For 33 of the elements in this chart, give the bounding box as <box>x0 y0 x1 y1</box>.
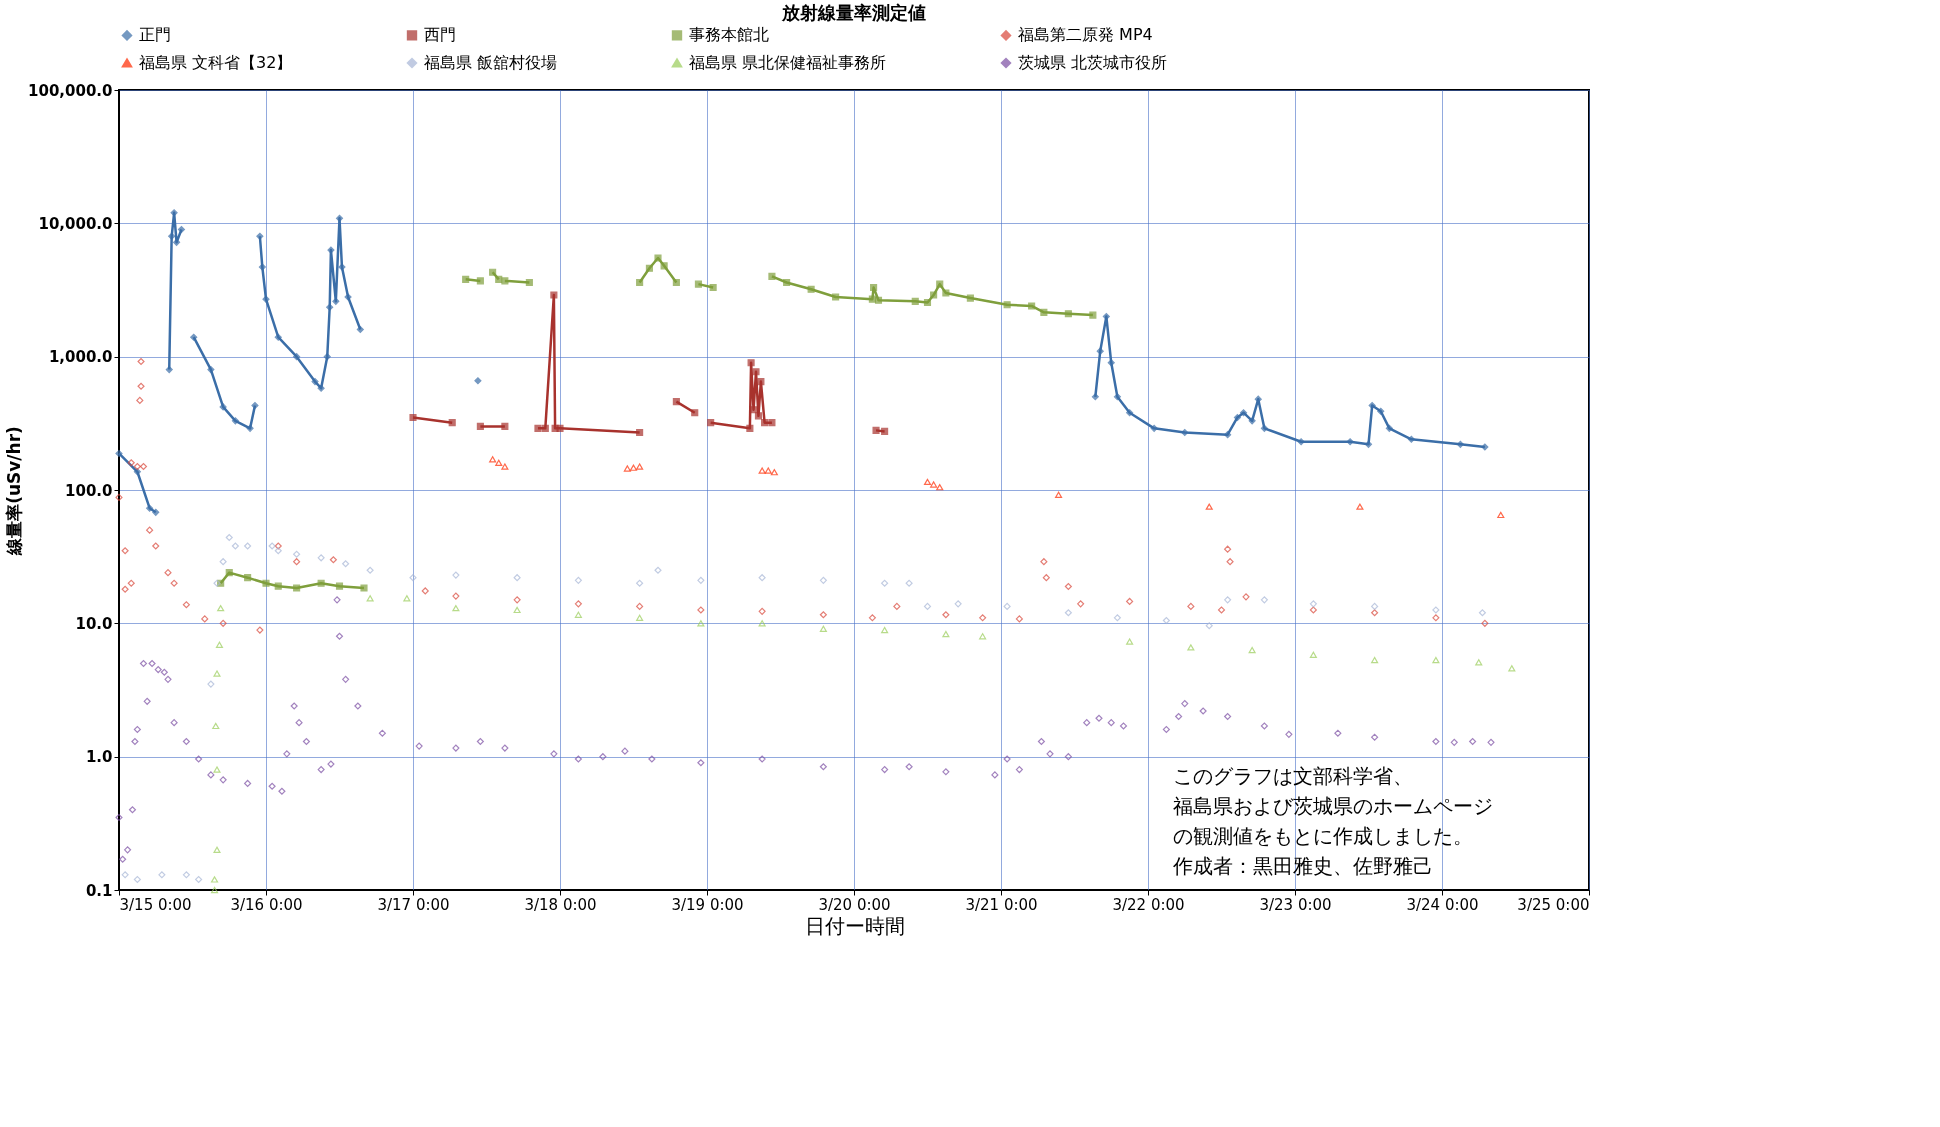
annotation: の観測値をもとに作成しました。 <box>1172 823 1473 848</box>
x-tick-label: 3/18 0:00 <box>524 895 597 914</box>
legend-label: 福島第二原発 MP4 <box>1018 25 1153 45</box>
annotation: このグラフは文部科学省、 <box>1172 764 1413 789</box>
y-axis-title: 線量率(uSv/hr) <box>4 426 25 556</box>
y-tick-label: 1.0 <box>85 748 113 767</box>
annotation: 作成者：黒田雅史、佐野雅己 <box>1171 853 1433 878</box>
legend-label: 福島県 文科省【32】 <box>139 53 293 72</box>
x-tick-label: 3/23 0:00 <box>1259 895 1332 914</box>
x-tick-label: 3/25 0:00 <box>1517 895 1590 914</box>
x-tick-label: 3/24 0:00 <box>1406 895 1479 914</box>
y-tick-label: 10,000.0 <box>38 214 113 233</box>
legend-label: 西門 <box>424 25 456 45</box>
x-axis-title: 日付ー時間 <box>804 913 905 938</box>
x-tick-label: 3/21 0:00 <box>965 895 1038 914</box>
x-tick-label: 3/17 0:00 <box>377 895 450 914</box>
x-tick-label: 3/22 0:00 <box>1112 895 1185 914</box>
x-tick-label: 3/20 0:00 <box>818 895 891 914</box>
y-tick-label: 10.0 <box>75 614 113 633</box>
x-tick-label: 3/15 0:00 <box>119 895 192 914</box>
y-tick-label: 100,000.0 <box>28 81 113 100</box>
y-tick-label: 0.1 <box>85 881 113 900</box>
legend-label: 事務本館北 <box>689 25 769 45</box>
y-tick-label: 100.0 <box>65 481 113 500</box>
x-tick-label: 3/16 0:00 <box>230 895 303 914</box>
legend-label: 福島県 県北保健福祉事務所 <box>689 53 887 72</box>
legend-label: 茨城県 北茨城市役所 <box>1018 53 1168 72</box>
annotation: 福島県および茨城県のホームページ <box>1172 794 1493 819</box>
legend-label: 正門 <box>139 25 171 45</box>
x-tick-label: 3/19 0:00 <box>671 895 744 914</box>
chart-title: 放射線量率測定値 <box>781 2 926 23</box>
legend-label: 福島県 飯舘村役場 <box>424 53 558 72</box>
y-tick-label: 1,000.0 <box>48 348 113 367</box>
